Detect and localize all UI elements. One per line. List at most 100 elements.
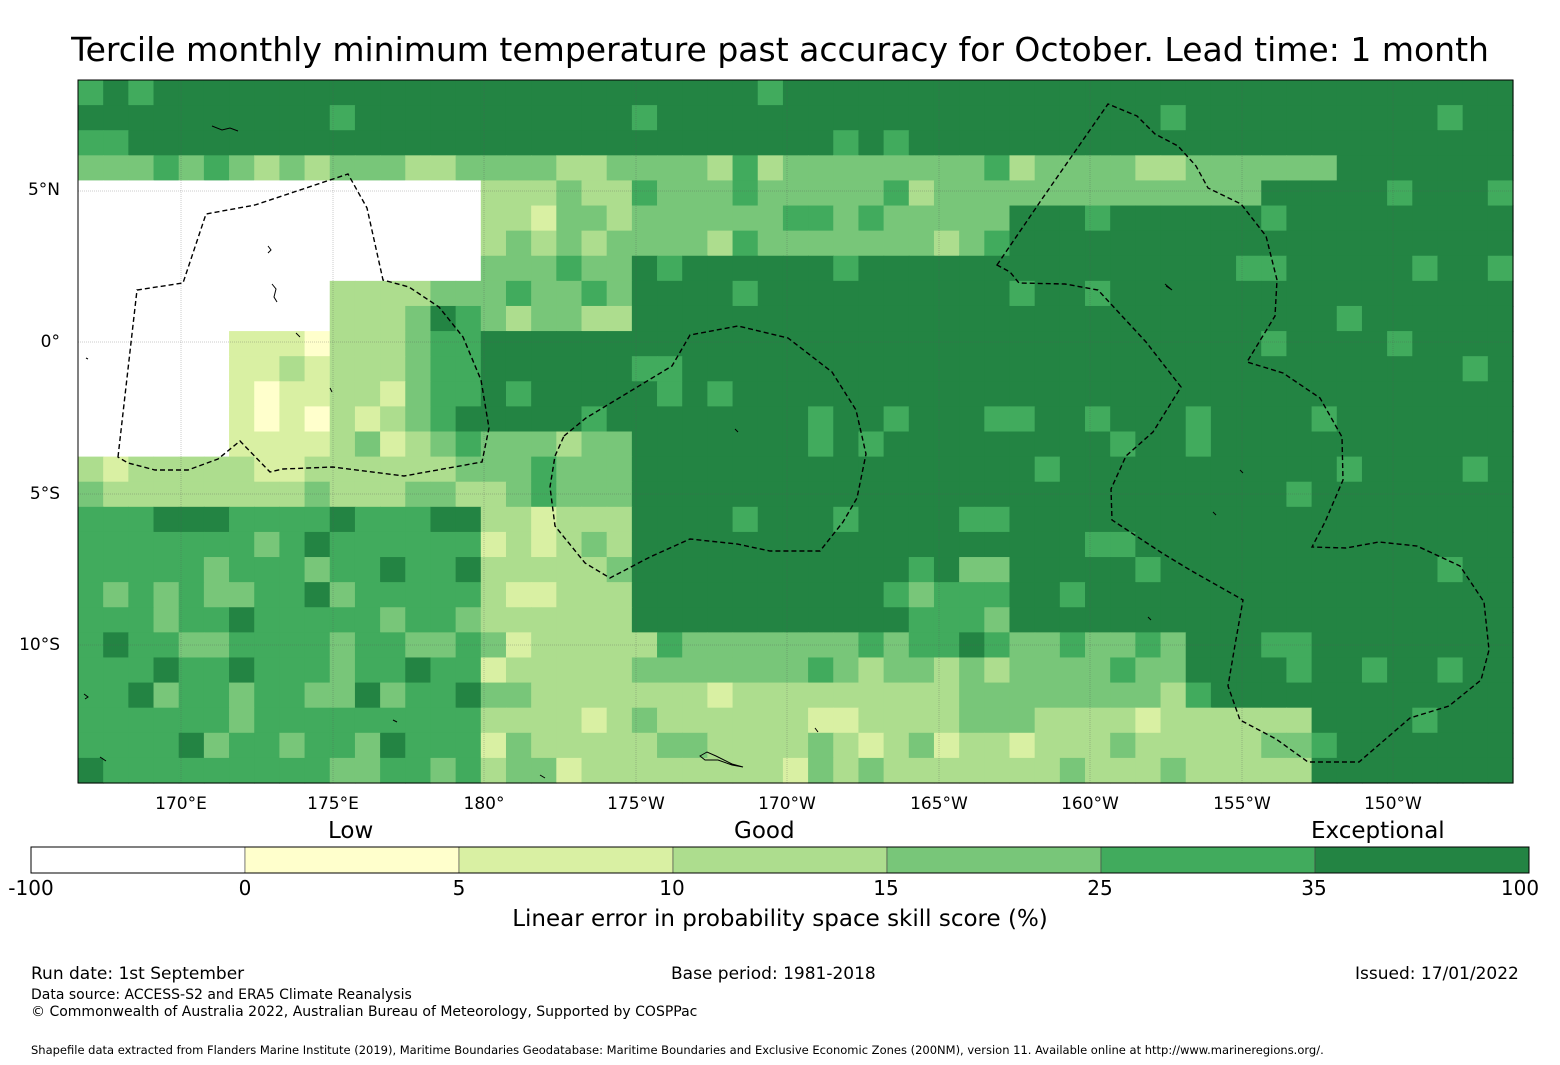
- grid-cell: [153, 305, 180, 332]
- grid-cell: [1487, 255, 1514, 282]
- grid-cell: [631, 582, 658, 608]
- grid-cell: [329, 707, 356, 734]
- grid-cell: [1236, 682, 1262, 709]
- grid-cell: [1185, 431, 1212, 458]
- grid-cell: [556, 130, 583, 156]
- grid-cell: [1110, 557, 1136, 583]
- island-nauru: [85, 357, 89, 360]
- grid-cell: [757, 682, 784, 709]
- grid-cell: [933, 356, 960, 382]
- grid-cell: [1236, 732, 1262, 759]
- grid-cell: [153, 456, 180, 483]
- grid-cell: [959, 155, 985, 182]
- grid-cell: [1462, 506, 1489, 533]
- grid-cell: [1261, 230, 1288, 257]
- grid-cell: [1487, 531, 1514, 558]
- grid-cell: [833, 180, 860, 207]
- grid-cell: [178, 607, 205, 633]
- grid-cell: [1361, 105, 1388, 131]
- grid-cell: [682, 657, 708, 684]
- grid-cell: [1085, 331, 1111, 357]
- grid-cell: [707, 105, 734, 131]
- grid-cell: [883, 531, 910, 558]
- grid-cell: [354, 481, 381, 508]
- grid-cell: [682, 331, 708, 357]
- grid-cell: [178, 255, 205, 282]
- grid-cell: [405, 682, 432, 709]
- grid-cell: [1009, 757, 1036, 784]
- grid-cell: [531, 582, 557, 608]
- grid-cell: [1487, 481, 1514, 508]
- grid-cell: [959, 582, 985, 608]
- grid-cell: [354, 381, 381, 407]
- grid-cell: [1210, 531, 1237, 558]
- grid-cell: [883, 356, 910, 382]
- grid-cell: [279, 607, 306, 633]
- grid-cell: [203, 657, 230, 684]
- grid-cell: [631, 757, 658, 784]
- grid-cell: [606, 481, 633, 508]
- grid-cell: [1110, 80, 1136, 106]
- grid-cell: [808, 456, 834, 483]
- grid-cell: [757, 80, 784, 106]
- grid-cell: [1311, 657, 1338, 684]
- grid-cell: [1110, 657, 1136, 684]
- grid-cell: [581, 506, 608, 533]
- grid-cell: [1059, 707, 1086, 734]
- grid-cell: [556, 406, 583, 433]
- grid-cell: [1487, 456, 1514, 483]
- grid-cell: [1160, 707, 1187, 734]
- grid-cell: [682, 707, 708, 734]
- grid-cell: [279, 757, 306, 784]
- grid-cell: [1236, 531, 1262, 558]
- grid-cell: [1160, 230, 1187, 257]
- grid-cell: [1034, 130, 1061, 156]
- grid-cell: [1286, 356, 1313, 382]
- grid-cell: [455, 456, 482, 483]
- grid-cell: [933, 105, 960, 131]
- grid-cell: [1387, 80, 1413, 106]
- grid-cell: [606, 557, 633, 583]
- grid-cell: [858, 707, 885, 734]
- grid-cell: [1311, 205, 1338, 232]
- grid-cell: [1210, 757, 1237, 784]
- grid-cell: [1009, 155, 1036, 182]
- eez-boundary-phoenix: [549, 325, 867, 579]
- grid-cell: [1236, 607, 1262, 633]
- grid-cell: [757, 105, 784, 131]
- island-manihiki: [1147, 616, 1152, 621]
- grid-cell: [883, 255, 910, 282]
- grid-cell: [1236, 130, 1262, 156]
- grid-cell: [1009, 506, 1036, 533]
- grid-cell: [203, 732, 230, 759]
- grid-cell: [455, 481, 482, 508]
- grid-cell: [1236, 205, 1262, 232]
- grid-cell: [833, 130, 860, 156]
- grid-cell: [430, 280, 457, 307]
- grid-cell: [1135, 657, 1162, 684]
- grid-cell: [430, 205, 457, 232]
- grid-cell: [1185, 305, 1212, 332]
- grid-cell: [933, 80, 960, 106]
- grid-cell: [480, 557, 507, 583]
- grid-cell: [103, 607, 129, 633]
- grid-cell: [631, 180, 658, 207]
- grid-cell: [354, 230, 381, 257]
- grid-cell: [1311, 607, 1338, 633]
- grid-cell: [354, 607, 381, 633]
- grid-cell: [1311, 130, 1338, 156]
- grid-cell: [354, 80, 381, 106]
- grid-cell: [430, 481, 457, 508]
- grid-cell: [1236, 406, 1262, 433]
- map-frame: [77, 79, 1514, 784]
- grid-cell: [78, 80, 104, 106]
- grid-cell: [229, 682, 255, 709]
- grid-cell: [430, 557, 457, 583]
- grid-cell: [1387, 657, 1413, 684]
- grid-cell: [1462, 80, 1489, 106]
- grid-cell: [858, 205, 885, 232]
- base-period: Base period: 1981-2018: [671, 964, 876, 984]
- grid-cell: [354, 557, 381, 583]
- grid-cell: [1261, 180, 1288, 207]
- grid-cell: [455, 105, 482, 131]
